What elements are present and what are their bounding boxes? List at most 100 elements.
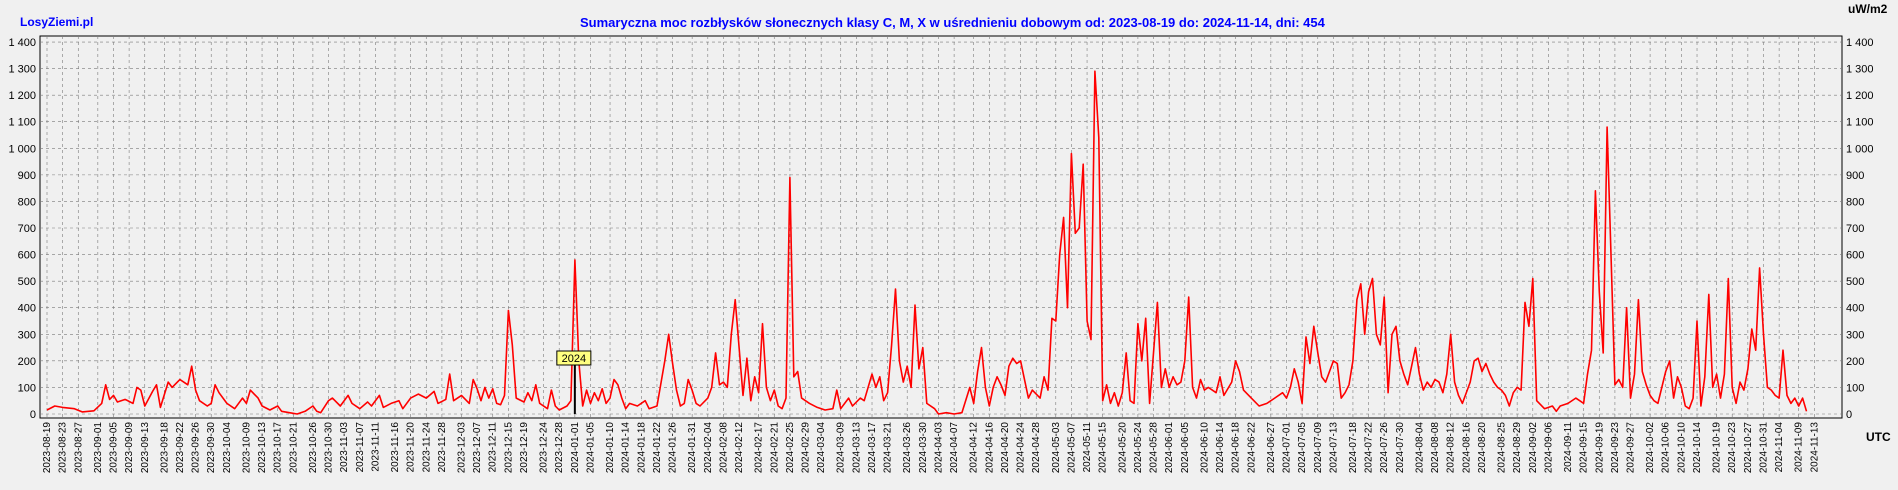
- y-tick-label: 1 300: [1846, 64, 1874, 76]
- x-tick-label: 2024-02-29: [801, 422, 812, 474]
- x-tick-label: 2024-01-31: [687, 422, 698, 474]
- brand-link[interactable]: LosyZiemi.pl: [20, 15, 94, 29]
- y-tick-label: 700: [1846, 223, 1864, 235]
- x-tick-label: 2023-10-09: [241, 422, 252, 474]
- y-tick-label: 1 000: [1846, 143, 1874, 155]
- x-tick-label: 2024-07-26: [1379, 422, 1390, 474]
- year-marker-box: [556, 350, 592, 366]
- x-tick-label: 2024-05-03: [1051, 422, 1062, 474]
- x-tick-label: 2023-10-04: [222, 422, 233, 474]
- year-marker-label: 2024: [562, 353, 586, 365]
- x-tick-label: 2024-01-14: [621, 422, 632, 474]
- x-tick-label: 2024-04-07: [949, 422, 960, 474]
- x-tick-label: 2024-11-09: [1794, 422, 1805, 473]
- y-tick-label: 800: [1846, 196, 1864, 208]
- x-tick-label: 2024-08-04: [1414, 422, 1425, 474]
- x-tick-label: 2023-11-20: [406, 422, 417, 473]
- x-tick-label: 2024-06-10: [1199, 422, 1210, 474]
- x-tick-label: 2023-09-01: [93, 422, 104, 474]
- x-tick-label: 2024-04-16: [984, 422, 995, 474]
- chart-title: Sumaryczna moc rozbłysków słonecznych kl…: [580, 15, 1325, 30]
- x-tick-label: 2024-05-20: [1117, 422, 1128, 474]
- x-tick-label: 2024-02-21: [769, 422, 780, 474]
- x-tick-label: 2024-08-29: [1512, 422, 1523, 474]
- x-tick-label: 2024-03-30: [918, 422, 929, 474]
- x-tick-label: 2023-09-13: [140, 422, 151, 474]
- x-tick-label: 2024-10-10: [1676, 422, 1687, 474]
- x-tick-label: 2024-07-09: [1313, 422, 1324, 474]
- x-tick-label: 2024-09-19: [1594, 422, 1605, 474]
- x-tick-label: 2023-12-19: [519, 422, 530, 474]
- y-tick-label: 1 200: [1846, 90, 1874, 102]
- x-tick-label: 2024-02-17: [754, 422, 765, 474]
- x-tick-label: 2024-11-04: [1774, 422, 1785, 473]
- y-tick-label: 1 400: [1846, 37, 1874, 49]
- x-tick-label: 2023-10-17: [273, 422, 284, 474]
- y-tick-label: 700: [18, 223, 36, 235]
- x-axis: 2023-08-19 2023-08-23 2023-08-27 2023-09-01…: [42, 422, 1820, 474]
- x-tick-label: 2024-07-13: [1328, 422, 1339, 474]
- x-tick-label: 2023-12-24: [539, 422, 550, 474]
- x-tick-label: 2023-12-15: [503, 422, 514, 474]
- y-axis-right: 0 100 200 300 400 500 600 700 800 900 1 000 1 100 1 …: [1846, 37, 1874, 421]
- x-tick-label: 2024-06-01: [1164, 422, 1175, 474]
- x-tick-label: 2023-11-24: [421, 422, 432, 473]
- x-tick-label: 2024-09-27: [1626, 422, 1637, 474]
- x-tick-label: 2024-05-07: [1066, 422, 1077, 474]
- x-tick-label: 2024-01-22: [652, 422, 663, 474]
- x-tick-label: 2024-04-28: [1031, 422, 1042, 474]
- x-tick-label: 2024-10-14: [1692, 422, 1703, 474]
- x-tick-label: 2024-05-28: [1149, 422, 1160, 474]
- x-tick-label: 2023-11-11: [370, 422, 381, 472]
- x-tick-label: 2024-10-27: [1743, 422, 1754, 474]
- y-tick-label: 1 400: [8, 37, 36, 49]
- x-tick-label: 2023-12-07: [472, 422, 483, 474]
- x-tick-label: 2024-06-14: [1215, 422, 1226, 474]
- x-tick-label: 2024-03-17: [867, 422, 878, 474]
- x-tick-label: 2024-08-25: [1497, 422, 1508, 474]
- x-tick-label: 2023-09-18: [159, 422, 170, 474]
- x-tick-label: 2023-12-28: [554, 422, 565, 474]
- x-tick-label: 2024-04-03: [933, 422, 944, 474]
- year-marker: 2024: [556, 350, 592, 414]
- x-axis-unit-label: UTC: [1866, 430, 1891, 444]
- x-tick-label: 2024-02-04: [703, 422, 714, 474]
- x-tick-label: 2024-01-26: [668, 422, 679, 474]
- x-tick-label: 2024-07-18: [1348, 422, 1359, 474]
- x-tick-label: 2023-09-09: [124, 422, 135, 474]
- x-tick-label: 2024-09-11: [1563, 422, 1574, 473]
- x-tick-label: 2024-09-02: [1528, 422, 1539, 474]
- y-tick-label: 300: [18, 329, 36, 341]
- x-tick-label: 2023-12-03: [456, 422, 467, 474]
- x-tick-label: 2023-10-26: [308, 422, 319, 474]
- x-tick-label: 2024-09-06: [1543, 422, 1554, 474]
- x-tick-label: 2024-01-10: [605, 422, 616, 474]
- y-tick-label: 900: [1846, 170, 1864, 182]
- x-tick-label: 2024-08-12: [1446, 422, 1457, 474]
- x-tick-label: 2024-10-19: [1712, 422, 1723, 474]
- y-tick-label: 1 100: [8, 117, 36, 129]
- x-tick-label: 2023-09-05: [108, 422, 119, 474]
- y-tick-label: 1 200: [8, 90, 36, 102]
- grid-lines: [40, 36, 1842, 418]
- y-tick-label: 400: [1846, 303, 1864, 315]
- x-tick-label: 2024-09-23: [1610, 422, 1621, 474]
- y-tick-label: 200: [1846, 356, 1864, 368]
- x-tick-label: 2024-03-09: [836, 422, 847, 474]
- x-tick-label: 2023-11-07: [355, 422, 366, 473]
- x-tick-label: 2024-10-31: [1758, 422, 1769, 474]
- x-tick-label: 2024-11-13: [1809, 422, 1820, 473]
- y-tick-label: 100: [1846, 382, 1864, 394]
- x-tick-label: 2024-07-22: [1364, 422, 1375, 474]
- x-tick-label: 2024-07-05: [1297, 422, 1308, 474]
- x-tick-label: 2024-07-30: [1395, 422, 1406, 474]
- x-tick-label: 2024-03-04: [816, 422, 827, 474]
- y-tick-label: 800: [18, 196, 36, 208]
- y-axis-unit-label: uW/m2: [1848, 2, 1888, 16]
- x-tick-label: 2024-08-16: [1461, 422, 1472, 474]
- y-tick-label: 100: [18, 382, 36, 394]
- x-tick-label: 2024-03-13: [851, 422, 862, 474]
- x-tick-label: 2024-08-20: [1477, 422, 1488, 474]
- y-tick-label: 600: [18, 250, 36, 262]
